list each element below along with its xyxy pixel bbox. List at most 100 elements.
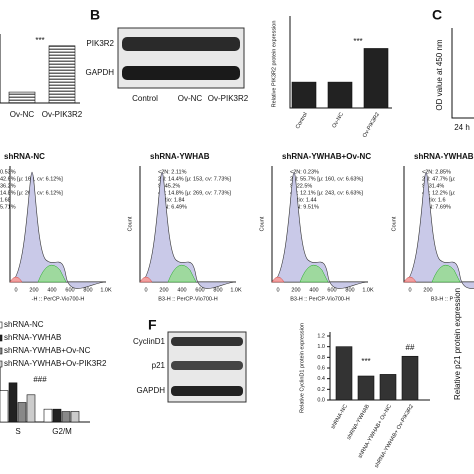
y-tick-label: 1.2 (317, 333, 325, 339)
band-label: CyclinD1 (133, 337, 166, 346)
band-label: GAPDH (86, 68, 115, 77)
stat: <2N: 0.23% (290, 169, 319, 175)
bar (335, 346, 353, 401)
histogram (403, 171, 474, 289)
y-axis-label: Relative p21 protein expression (453, 288, 462, 400)
band (171, 337, 243, 346)
histogram-fit (431, 264, 461, 283)
x-tick-label: 1.0K (362, 287, 374, 293)
x-tick-label: 1.0K (230, 287, 242, 293)
x-tick-label: 400 (309, 287, 318, 293)
stat: 2N: 47.7% [μ: (422, 176, 456, 182)
y-axis-label: Relative PIK3R2 protein expression (271, 21, 277, 108)
x-tick-label: 600 (195, 287, 204, 293)
x-axis-label: B3-H :: P (431, 296, 454, 302)
legend-swatch (0, 360, 3, 368)
y-tick-label: 0.6 (317, 365, 325, 371)
lane-label: Ov-NC (178, 94, 203, 103)
stat: Ratio: 1.84 (158, 197, 185, 203)
x-tick-label: Ov-NC (10, 110, 35, 119)
x-tick-label: 24 h (454, 123, 470, 132)
band-label: GAPDH (137, 386, 166, 395)
lane-label: Control (132, 94, 158, 103)
bar (327, 81, 353, 109)
band-label: p21 (152, 361, 166, 370)
bar (52, 408, 62, 423)
axis (451, 28, 474, 119)
x-tick-label: 0 (14, 287, 17, 293)
x-tick-label: Ov-PIK3R2 (362, 112, 381, 139)
stat: 4N: 14.8% [μ: 269, cv: 7.73%] (158, 190, 231, 196)
legend-label: shRNA-YWHAB+Ov-PIK3R2 (4, 359, 107, 368)
annotation: *** (353, 37, 362, 46)
histogram-fit (139, 276, 153, 283)
annotation: *** (35, 36, 44, 45)
band (122, 66, 240, 80)
stat: <2N: 2.85% (422, 169, 451, 175)
y-tick-label: 0.2 (317, 387, 325, 393)
x-tick-label: 600 (65, 287, 74, 293)
stat: 4N: 12.1% [μ: 243, cv: 6.63%] (290, 190, 363, 196)
stat: 2N: 55.7% [μ: 160, cv: 6.63%] (290, 176, 363, 182)
y-axis-label: Count (391, 216, 397, 231)
y-tick-label: 0.4 (317, 376, 325, 382)
bar (17, 402, 27, 423)
stat: S: 31.4% (422, 183, 444, 189)
x-tick-label: shRNA-YWHAB+ Ov-PIK3R2 (374, 404, 415, 469)
bar (401, 355, 419, 401)
x-tick-label: 1.0K (100, 287, 112, 293)
legend-swatch (0, 321, 3, 329)
x-tick-label: 600 (327, 287, 336, 293)
stat: 1.68 (0, 197, 11, 203)
band (122, 37, 240, 51)
legend-swatch (0, 347, 3, 355)
x-axis-label: B3-H :: PerCP-Vio700-H (158, 296, 218, 302)
axis (289, 16, 392, 109)
x-tick-label: Control (295, 112, 309, 130)
y-tick-label: 0.8 (317, 355, 325, 361)
x-tick-label: 800 (213, 287, 222, 293)
bar (363, 48, 389, 109)
panel-letter: C (432, 7, 442, 23)
y-axis-label: Count (259, 216, 265, 231)
stat: 0.53% (0, 169, 16, 175)
bar (48, 45, 76, 104)
y-tick-label: 0.0 (317, 397, 325, 403)
histogram-fit (37, 264, 67, 283)
histogram (271, 171, 369, 289)
annotation: ### (33, 375, 47, 384)
bar (8, 91, 36, 104)
x-tick-label: Ov-NC (331, 112, 345, 130)
x-tick-label: Ov-PIK3R2 (42, 110, 83, 119)
panel-title: shRNA-YWHAB (150, 152, 210, 161)
x-tick-label: 200 (291, 287, 300, 293)
legend-label: shRNA-NC (4, 320, 44, 329)
x-tick-label: 200 (423, 287, 432, 293)
bar (70, 411, 80, 423)
bar (291, 81, 317, 109)
x-tick-label: G2/M (52, 427, 72, 436)
histogram-fit (167, 264, 197, 283)
histogram (139, 171, 237, 289)
bar (26, 394, 36, 423)
x-axis-label: B3-H :: PerCP-Vio700-H (290, 296, 350, 302)
annotation: *** (361, 357, 370, 366)
stat: 4N: 12.2% [μ: (422, 190, 456, 196)
panel-title: shRNA-NC (4, 152, 45, 161)
stat: S: 22.5% (290, 183, 312, 189)
stat: 36.2% (0, 183, 16, 189)
bar (8, 382, 18, 423)
panel-title: shRNA-YWHAB+Ov-NC (282, 152, 371, 161)
histogram-fit (403, 276, 417, 283)
stat: >4N: 6.49% (158, 204, 187, 210)
legend-label: shRNA-YWHAB+Ov-NC (4, 346, 91, 355)
stat: <2N: 2.11% (158, 169, 187, 175)
bar (61, 411, 71, 423)
stat: Ratio: 1.44 (290, 197, 317, 203)
x-tick-label: 0 (408, 287, 411, 293)
x-tick-label: shRNA-YWHAB (346, 403, 371, 440)
x-tick-label: 400 (177, 287, 186, 293)
panel-letter: F (148, 317, 157, 333)
y-axis-label: OD value at 450 nm (435, 39, 444, 110)
